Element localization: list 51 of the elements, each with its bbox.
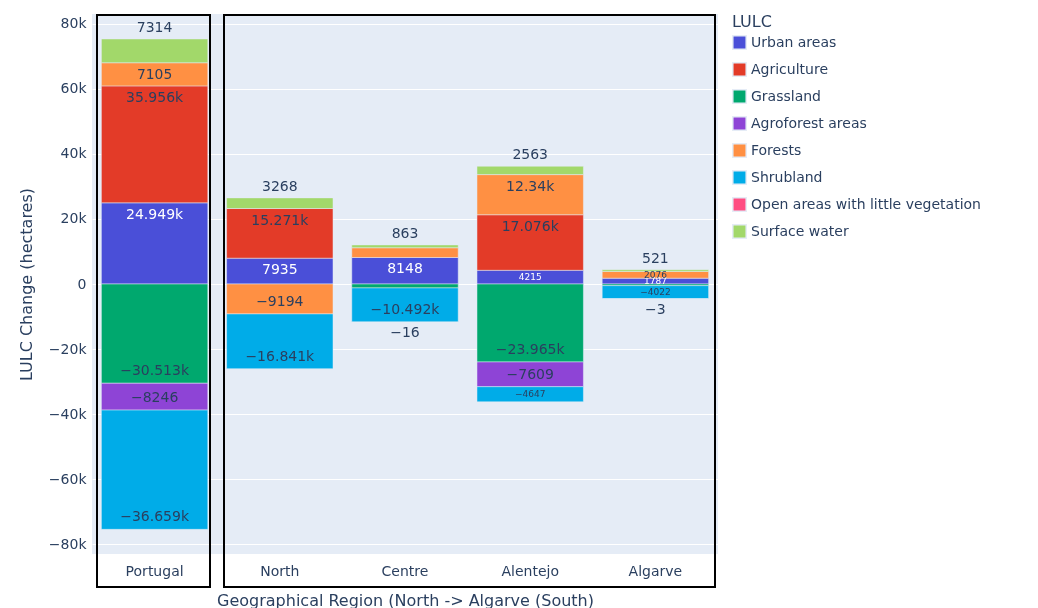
legend-label: Forests: [751, 141, 802, 158]
y-tick-label: 20k: [60, 210, 88, 227]
data-label: −30.513k: [120, 362, 190, 379]
legend-label: Surface water: [751, 222, 849, 239]
data-label: −3: [645, 300, 666, 317]
data-label: −4022: [640, 287, 671, 298]
data-label: −4647: [514, 389, 546, 400]
data-label: 24.949k: [126, 205, 185, 222]
y-tick-label: 0: [77, 275, 87, 292]
data-label: 3268: [261, 177, 298, 194]
y-tick-label: −40k: [48, 405, 88, 422]
data-label: 7935: [261, 261, 298, 278]
data-label: 863: [391, 224, 419, 241]
data-label: 35.956k: [126, 88, 185, 105]
data-label: −10.492k: [370, 301, 441, 318]
legend-label: Grassland: [751, 87, 821, 104]
data-label: 7105: [136, 65, 173, 82]
data-label: −7609: [506, 365, 554, 382]
data-label: −8246: [130, 389, 179, 406]
legend-label: Open areas with little vegetation: [751, 195, 981, 212]
y-tick-label: −20k: [48, 340, 88, 357]
data-label: 12.34k: [506, 177, 556, 194]
legend-label: Agroforest areas: [751, 114, 867, 131]
x-tick-label: Centre: [381, 562, 429, 579]
x-tick-label: Portugal: [125, 562, 184, 579]
x-axis-title: Geographical Region (North -> Algarve (South): [217, 590, 594, 608]
data-label: 521: [642, 249, 669, 266]
legend-label: Agriculture: [751, 60, 828, 77]
y-tick-label: 40k: [60, 145, 88, 162]
data-label: −16.841k: [245, 347, 316, 364]
legend-title: LULC: [732, 12, 772, 31]
data-label: −9194: [256, 292, 304, 309]
data-label: 4215: [518, 272, 542, 283]
y-tick-label: 80k: [60, 15, 88, 32]
data-label: −36.659k: [120, 508, 190, 525]
y-tick-label: 60k: [60, 80, 88, 97]
data-label: 15.271k: [251, 211, 310, 228]
x-tick-label: Algarve: [628, 562, 683, 579]
x-tick-label: North: [260, 562, 300, 579]
data-label: 17.076k: [501, 217, 560, 234]
data-label: −16: [390, 324, 420, 341]
legend-label: Urban areas: [751, 33, 837, 50]
data-label: 7314: [136, 18, 173, 35]
data-label: −23.965k: [495, 340, 566, 357]
data-label: 2563: [512, 146, 549, 163]
legend-label: Shrubland: [751, 168, 823, 185]
data-label: 8148: [387, 260, 423, 277]
y-tick-label: −80k: [48, 535, 88, 552]
x-tick-label: Alentejo: [501, 562, 559, 579]
y-tick-label: −60k: [48, 470, 88, 487]
y-axis-title: LULC Change (hectares): [16, 187, 36, 382]
